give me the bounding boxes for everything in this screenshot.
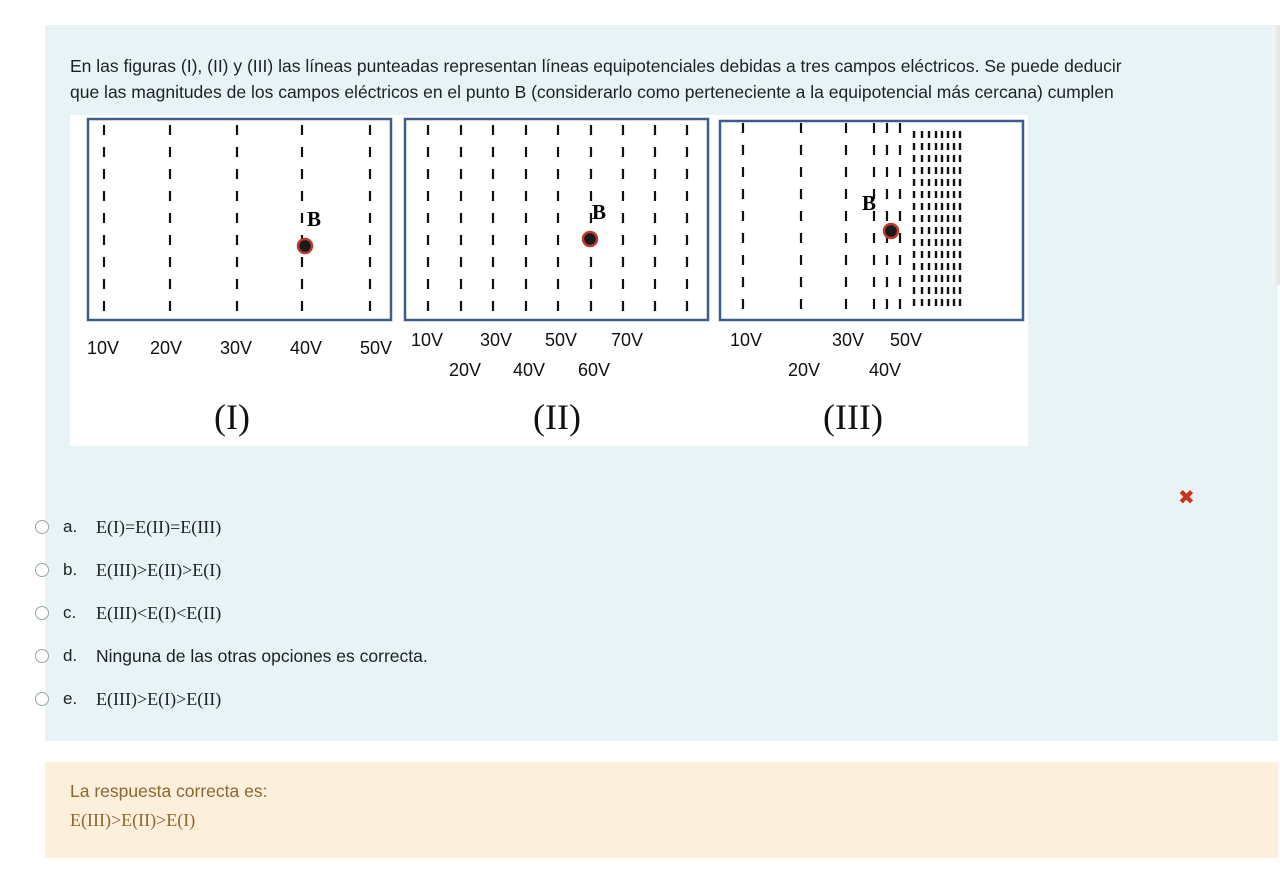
voltage-label: 50V	[890, 330, 922, 350]
answer-text: Ninguna de las otras opciones es correct…	[96, 645, 428, 666]
voltage-label: 20V	[449, 360, 481, 380]
voltage-labels-panel-2: 10V 30V 50V 70V 20V 40V 60V	[411, 330, 643, 380]
voltage-label: 40V	[290, 338, 322, 358]
answer-text: E(III)>E(II)>E(I)	[96, 559, 222, 580]
times-icon: ✖	[1178, 485, 1195, 509]
voltage-labels-panel-3: 10V 30V 50V 20V 40V	[730, 330, 922, 380]
point-b-panel-1: B	[296, 207, 321, 255]
answer-letter: b.	[63, 560, 78, 579]
point-b-panel-3: B	[862, 191, 900, 240]
voltage-labels-panel-1: 10V 20V 30V 40V 50V	[87, 338, 392, 358]
voltage-label: 30V	[220, 338, 252, 358]
question-text-line1: En las figuras (I), (II) y (III) las lín…	[70, 56, 1122, 76]
radio-button[interactable]	[35, 692, 49, 706]
scrollbar[interactable]	[1272, 25, 1280, 285]
answer-option-c[interactable]: c. E(III)<E(I)<E(II)	[35, 598, 221, 628]
voltage-label: 30V	[832, 330, 864, 350]
answer-letter: c.	[63, 603, 77, 622]
answer-text: E(III)>E(I)>E(II)	[96, 688, 222, 709]
feedback-panel: La respuesta correcta es: E(III)>E(II)>E…	[45, 762, 1278, 858]
frame-panel-3	[718, 119, 1025, 322]
answer-text: E(I)=E(II)=E(III)	[96, 516, 222, 537]
frame-panel-2	[403, 117, 710, 322]
point-b-panel-2: B	[581, 200, 606, 248]
answer-letter: a.	[63, 517, 78, 536]
voltage-label: 50V	[545, 330, 577, 350]
point-b-label: B	[307, 207, 321, 231]
answer-text: E(III)<E(I)<E(II)	[96, 602, 222, 623]
answer-letter: e.	[63, 689, 78, 708]
radio-button[interactable]	[35, 520, 49, 534]
voltage-label: 50V	[360, 338, 392, 358]
voltage-label: 40V	[869, 360, 901, 380]
answer-letter: d.	[63, 646, 78, 665]
voltage-label: 10V	[87, 338, 119, 358]
voltage-label: 20V	[788, 360, 820, 380]
answer-option-d[interactable]: d. Ninguna de las otras opciones es corr…	[35, 641, 428, 671]
point-b-label: B	[592, 200, 606, 224]
answer-option-e[interactable]: e. E(III)>E(I)>E(II)	[35, 684, 221, 714]
radio-button[interactable]	[35, 649, 49, 663]
voltage-label: 60V	[578, 360, 610, 380]
caption-panel-3: (III)	[823, 397, 883, 437]
voltage-label: 20V	[150, 338, 182, 358]
voltage-label: 70V	[611, 330, 643, 350]
voltage-label: 10V	[730, 330, 762, 350]
voltage-label: 40V	[513, 360, 545, 380]
question-text-line2: que las magnitudes de los campos eléctri…	[70, 82, 1114, 102]
voltage-label: 10V	[411, 330, 443, 350]
frame-panel-1	[86, 117, 393, 322]
answer-option-a[interactable]: a. E(I)=E(II)=E(III)	[35, 512, 221, 542]
feedback-label: La respuesta correcta es:	[70, 781, 268, 801]
equipotential-lines	[102, 123, 962, 313]
caption-panel-1: (I)	[214, 397, 250, 437]
answer-option-b[interactable]: b. E(III)>E(II)>E(I)	[35, 555, 221, 585]
question-panel: En las figuras (I), (II) y (III) las lín…	[45, 25, 1278, 741]
voltage-label: 30V	[480, 330, 512, 350]
equipotential-figure: B B B 10V 20V 30V 40V 50V 10V 30V	[70, 115, 1028, 446]
caption-panel-2: (II)	[533, 397, 581, 437]
radio-button[interactable]	[35, 606, 49, 620]
radio-button[interactable]	[35, 563, 49, 577]
question-text: En las figuras (I), (II) y (III) las lín…	[70, 53, 1260, 105]
correct-answer: E(III)>E(II)>E(I)	[70, 810, 196, 830]
point-b-label: B	[862, 191, 876, 215]
